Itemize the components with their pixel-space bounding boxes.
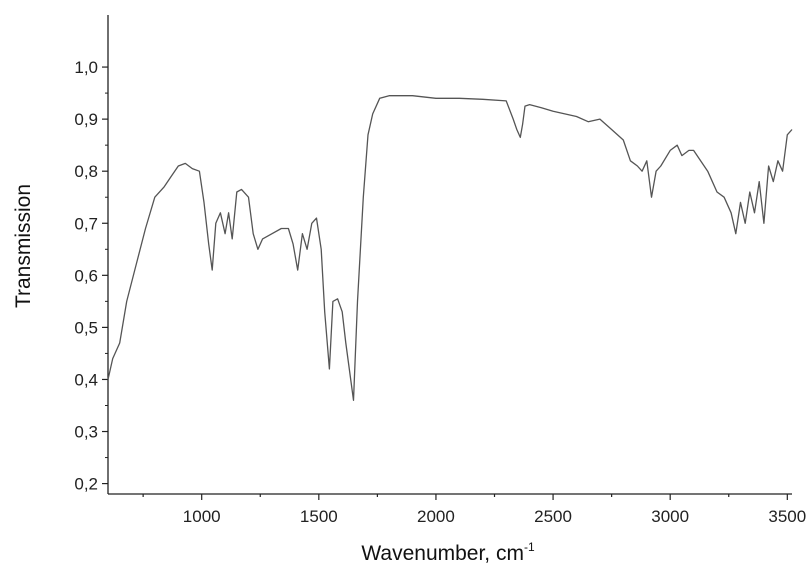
y-tick-label: 0,4 <box>74 370 98 389</box>
y-tick-label: 0,6 <box>74 266 98 285</box>
y-tick-label: 0,5 <box>74 318 98 337</box>
x-tick-label: 3000 <box>651 507 689 526</box>
y-tick-label: 0,8 <box>74 162 98 181</box>
y-tick-label: 0,9 <box>74 110 98 129</box>
x-axis-title-superscript: -1 <box>524 540 535 554</box>
plot-frame <box>107 15 792 495</box>
y-tick-label: 1,0 <box>74 58 98 77</box>
x-tick-label: 1000 <box>183 507 221 526</box>
transmission-series-line <box>107 95 793 401</box>
y-axis-title: Transmission <box>12 184 35 308</box>
x-axis-title-text: Wavenumber, cm <box>361 542 524 565</box>
y-tick-label: 0,3 <box>74 423 98 442</box>
x-tick-label: 2000 <box>417 507 455 526</box>
y-tick-label: 0,7 <box>74 214 98 233</box>
x-axis-title: Wavenumber, cm-1 <box>361 540 535 565</box>
y-axis: 0,2 0,3 0,4 0,5 0,6 0,7 0,8 0,9 1,0 <box>74 58 108 494</box>
x-axis: 1000 1500 2000 2500 3000 3500 <box>142 494 806 526</box>
x-tick-label: 2500 <box>534 507 572 526</box>
y-tick-label: 0,2 <box>74 475 98 494</box>
x-tick-label: 1500 <box>300 507 338 526</box>
x-tick-label: 3500 <box>768 507 806 526</box>
